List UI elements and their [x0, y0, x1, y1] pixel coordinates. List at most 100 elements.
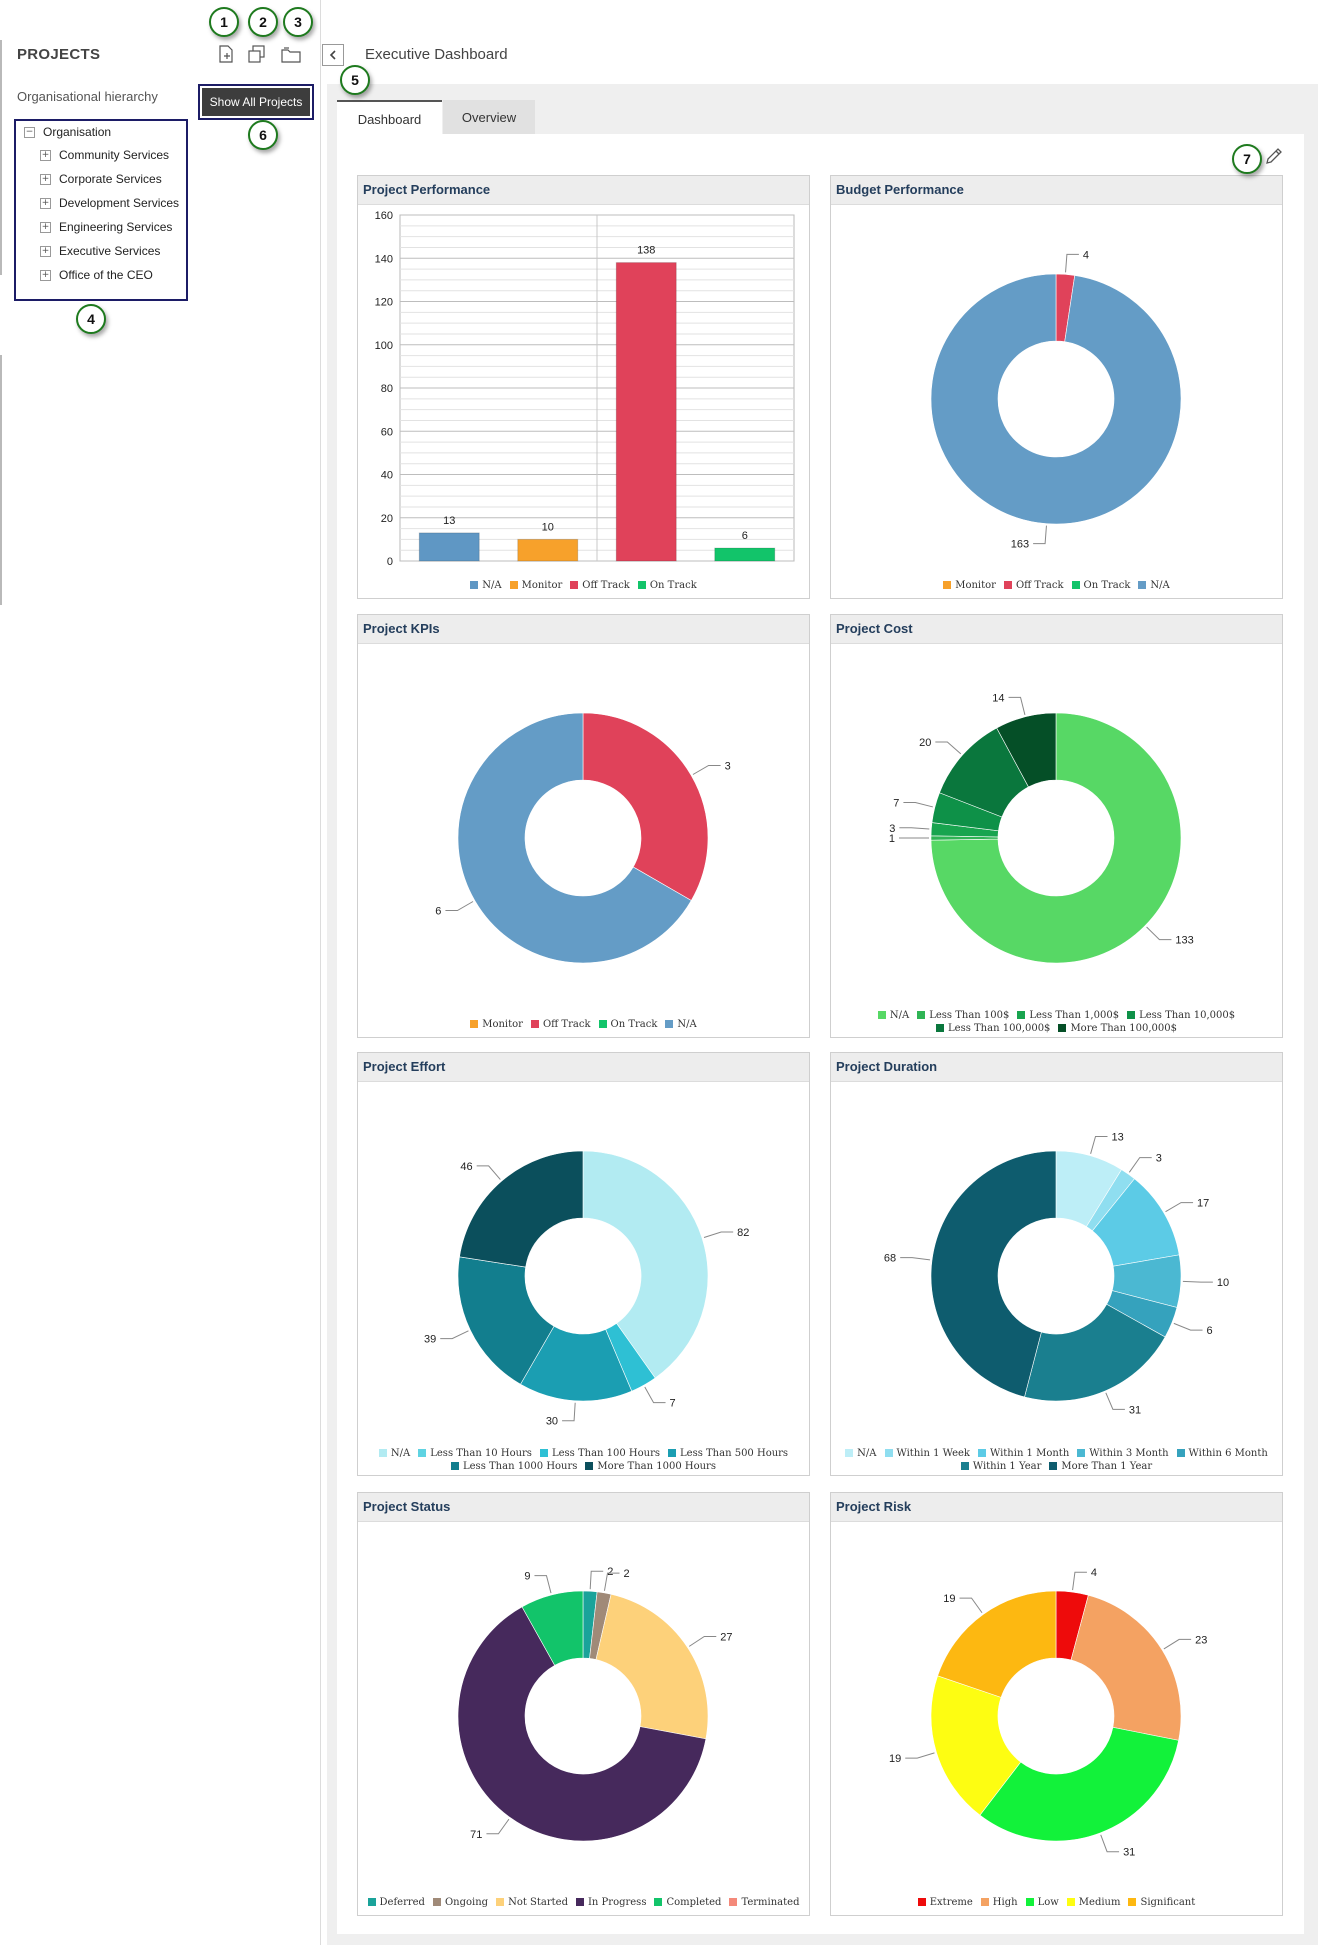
legend-item[interactable]: N/A: [665, 1018, 697, 1031]
legend-swatch: [496, 1898, 505, 1906]
legend-item[interactable]: Monitor: [470, 1018, 523, 1031]
legend-item[interactable]: Less Than 100 Hours: [539, 1447, 660, 1460]
bar: [517, 538, 579, 562]
legend-item[interactable]: Less Than 500 Hours: [668, 1447, 788, 1460]
legend-label: On Track: [610, 1019, 658, 1030]
slice-data-label: 13: [1112, 1131, 1124, 1143]
legend-item[interactable]: N/A: [1138, 579, 1170, 592]
tab-dashboard[interactable]: Dashboard: [337, 100, 442, 136]
legend-item[interactable]: Less Than 1000 Hours: [451, 1460, 577, 1473]
add-project-icon[interactable]: [215, 44, 237, 66]
legend-item[interactable]: More Than 1 Year: [1049, 1460, 1152, 1473]
legend-item[interactable]: Monitor: [943, 579, 996, 592]
pie-slice: [1024, 1303, 1166, 1402]
copy-project-icon[interactable]: [246, 44, 268, 66]
legend-item[interactable]: Low: [1025, 1896, 1059, 1909]
legend-item[interactable]: Not Started: [496, 1896, 568, 1909]
legend-item[interactable]: Medium: [1066, 1896, 1120, 1909]
sidebar-edge: [0, 355, 2, 605]
project-performance-panel: Project Performance 0 20 40 60 80 100 120 140 16…: [357, 175, 810, 599]
legend-item[interactable]: Monitor: [509, 579, 562, 592]
tab-overview[interactable]: Overview: [443, 100, 535, 134]
tree-item-label: Community Services: [59, 148, 170, 162]
tree-root[interactable]: − Organisation: [24, 125, 111, 139]
expand-icon[interactable]: +: [40, 149, 51, 161]
legend-swatch: [637, 581, 646, 589]
tree-item[interactable]: + Corporate Services: [40, 172, 162, 186]
collapse-icon[interactable]: −: [24, 126, 35, 138]
legend-item[interactable]: Within 1 Month: [977, 1447, 1069, 1460]
leader-line: [1033, 525, 1047, 545]
legend-item[interactable]: On Track: [598, 1018, 658, 1031]
legend-item[interactable]: Deferred: [367, 1896, 425, 1909]
legend-item[interactable]: On Track: [637, 579, 697, 592]
legend-item[interactable]: Completed: [654, 1896, 721, 1909]
legend-item[interactable]: High: [980, 1896, 1018, 1909]
slice-data-label: 31: [1123, 1847, 1135, 1859]
legend-item[interactable]: Less Than 100,000$: [936, 1022, 1050, 1035]
legend-item[interactable]: Off Track: [1003, 579, 1064, 592]
expand-icon[interactable]: +: [40, 269, 51, 281]
tree-item[interactable]: + Development Services: [40, 196, 179, 210]
legend-item[interactable]: More Than 1000 Hours: [585, 1460, 716, 1473]
leader-line: [644, 1386, 666, 1404]
y-tick-label: 160: [375, 210, 393, 222]
expand-icon[interactable]: +: [40, 173, 51, 185]
leader-line: [903, 802, 933, 808]
legend-swatch: [1017, 1011, 1026, 1019]
leader-line: [476, 1165, 501, 1180]
expand-icon[interactable]: +: [40, 245, 51, 257]
panel-title: Project Cost: [831, 615, 1282, 644]
legend-item[interactable]: In Progress: [575, 1896, 646, 1909]
legend-item[interactable]: Less Than 1,000$: [1017, 1009, 1119, 1022]
legend-label: On Track: [649, 580, 697, 591]
legend-item[interactable]: More Than 100,000$: [1058, 1022, 1177, 1035]
folder-icon[interactable]: [280, 44, 302, 66]
legend-swatch: [845, 1449, 854, 1457]
legend-item[interactable]: Significant: [1128, 1896, 1195, 1909]
tree-item[interactable]: + Executive Services: [40, 244, 160, 258]
show-all-projects-button[interactable]: Show All Projects: [198, 84, 314, 120]
slice-data-label: 7: [893, 798, 899, 810]
expand-icon[interactable]: +: [40, 197, 51, 209]
legend-item[interactable]: N/A: [470, 579, 502, 592]
legend-item[interactable]: Extreme: [917, 1896, 973, 1909]
slice-data-label: 163: [1011, 539, 1029, 551]
slice-data-label: 39: [424, 1334, 436, 1346]
legend-item[interactable]: Within 3 Month: [1077, 1447, 1169, 1460]
edit-pencil-icon[interactable]: [1264, 146, 1284, 166]
tree-item-label: Development Services: [59, 196, 180, 210]
callout-5: 5: [340, 65, 370, 95]
leader-line: [1165, 1202, 1194, 1213]
bar: [418, 532, 480, 562]
legend-swatch: [1127, 1011, 1136, 1019]
legend-item[interactable]: N/A: [378, 1447, 410, 1460]
legend-item[interactable]: Off Track: [570, 579, 630, 592]
tree-item[interactable]: + Community Services: [40, 148, 169, 162]
legend-item[interactable]: N/A: [877, 1009, 909, 1022]
collapse-sidebar-button[interactable]: [322, 44, 344, 66]
legend-item[interactable]: Less Than 10 Hours: [418, 1447, 532, 1460]
legend-item[interactable]: Ongoing: [432, 1896, 488, 1909]
legend-item[interactable]: Less Than 100$: [917, 1009, 1009, 1022]
legend-item[interactable]: Less Than 10,000$: [1127, 1009, 1235, 1022]
callout-4: 4: [76, 304, 106, 334]
legend-item[interactable]: Off Track: [530, 1018, 591, 1031]
legend-item[interactable]: Within 1 Year: [960, 1460, 1041, 1473]
legend-item[interactable]: Within 1 Week: [884, 1447, 970, 1460]
legend-item[interactable]: N/A: [845, 1447, 877, 1460]
legend-swatch: [917, 1898, 926, 1906]
legend-item[interactable]: Within 6 Month: [1176, 1447, 1268, 1460]
tree-item[interactable]: + Engineering Services: [40, 220, 172, 234]
legend-item[interactable]: Terminated: [729, 1896, 799, 1909]
legend-swatch: [418, 1449, 427, 1457]
expand-icon[interactable]: +: [40, 221, 51, 233]
panel-title: Project Performance: [358, 176, 809, 205]
legend-swatch: [432, 1898, 441, 1906]
slice-data-label: 3: [1156, 1153, 1162, 1165]
legend-item[interactable]: On Track: [1071, 579, 1130, 592]
projects-title: PROJECTS: [17, 46, 101, 63]
tree-item[interactable]: + Office of the CEO: [40, 268, 153, 282]
legend-label: Significant: [1140, 1897, 1196, 1908]
